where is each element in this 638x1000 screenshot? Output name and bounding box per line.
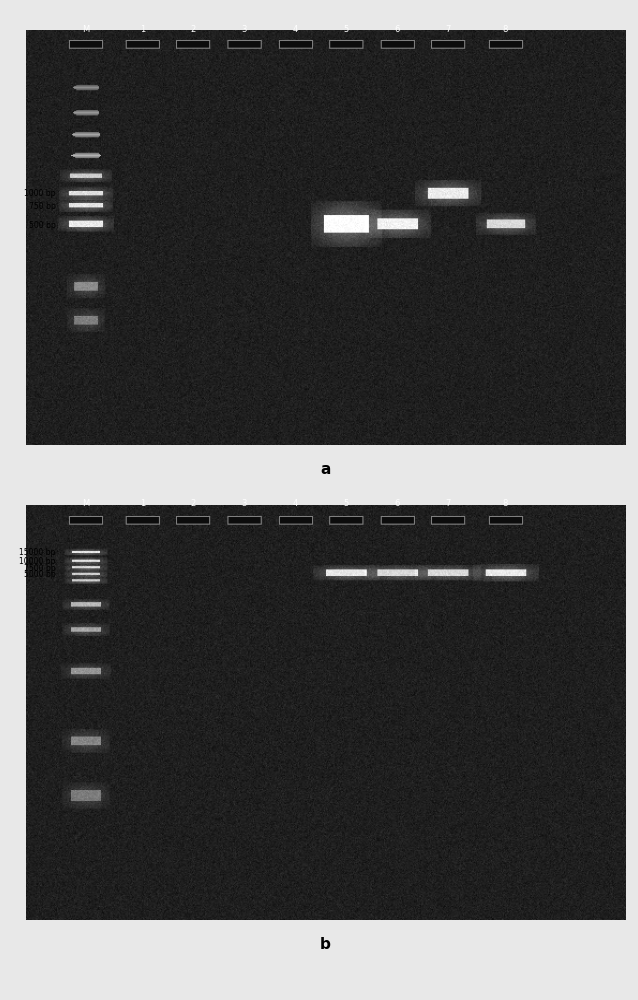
- Text: 10000 bp: 10000 bp: [19, 557, 56, 566]
- Text: 15000 bp: 15000 bp: [19, 548, 56, 557]
- Text: 5000 bp: 5000 bp: [24, 570, 56, 579]
- Text: M: M: [82, 499, 89, 508]
- Text: 5: 5: [344, 499, 349, 508]
- Text: 4: 4: [293, 25, 298, 34]
- Text: 1: 1: [140, 499, 145, 508]
- Text: 6: 6: [395, 25, 400, 34]
- Text: 7: 7: [445, 25, 451, 34]
- Text: 4: 4: [293, 499, 298, 508]
- Text: 500 bp: 500 bp: [29, 221, 56, 230]
- Text: 8: 8: [503, 25, 508, 34]
- Text: 750 bp: 750 bp: [29, 202, 56, 211]
- Text: 3: 3: [242, 25, 247, 34]
- Text: 8: 8: [503, 499, 508, 508]
- Text: 5: 5: [344, 25, 349, 34]
- Text: M: M: [82, 25, 89, 34]
- Text: 7500 bp: 7500 bp: [24, 564, 56, 573]
- Text: 1000 bp: 1000 bp: [24, 189, 56, 198]
- Text: b: b: [320, 937, 331, 952]
- Text: 2: 2: [191, 25, 196, 34]
- Text: a: a: [320, 462, 330, 477]
- Text: 1: 1: [140, 25, 145, 34]
- Text: 2: 2: [191, 499, 196, 508]
- Text: 3: 3: [242, 499, 247, 508]
- Text: 7: 7: [445, 499, 451, 508]
- Text: 6: 6: [395, 499, 400, 508]
